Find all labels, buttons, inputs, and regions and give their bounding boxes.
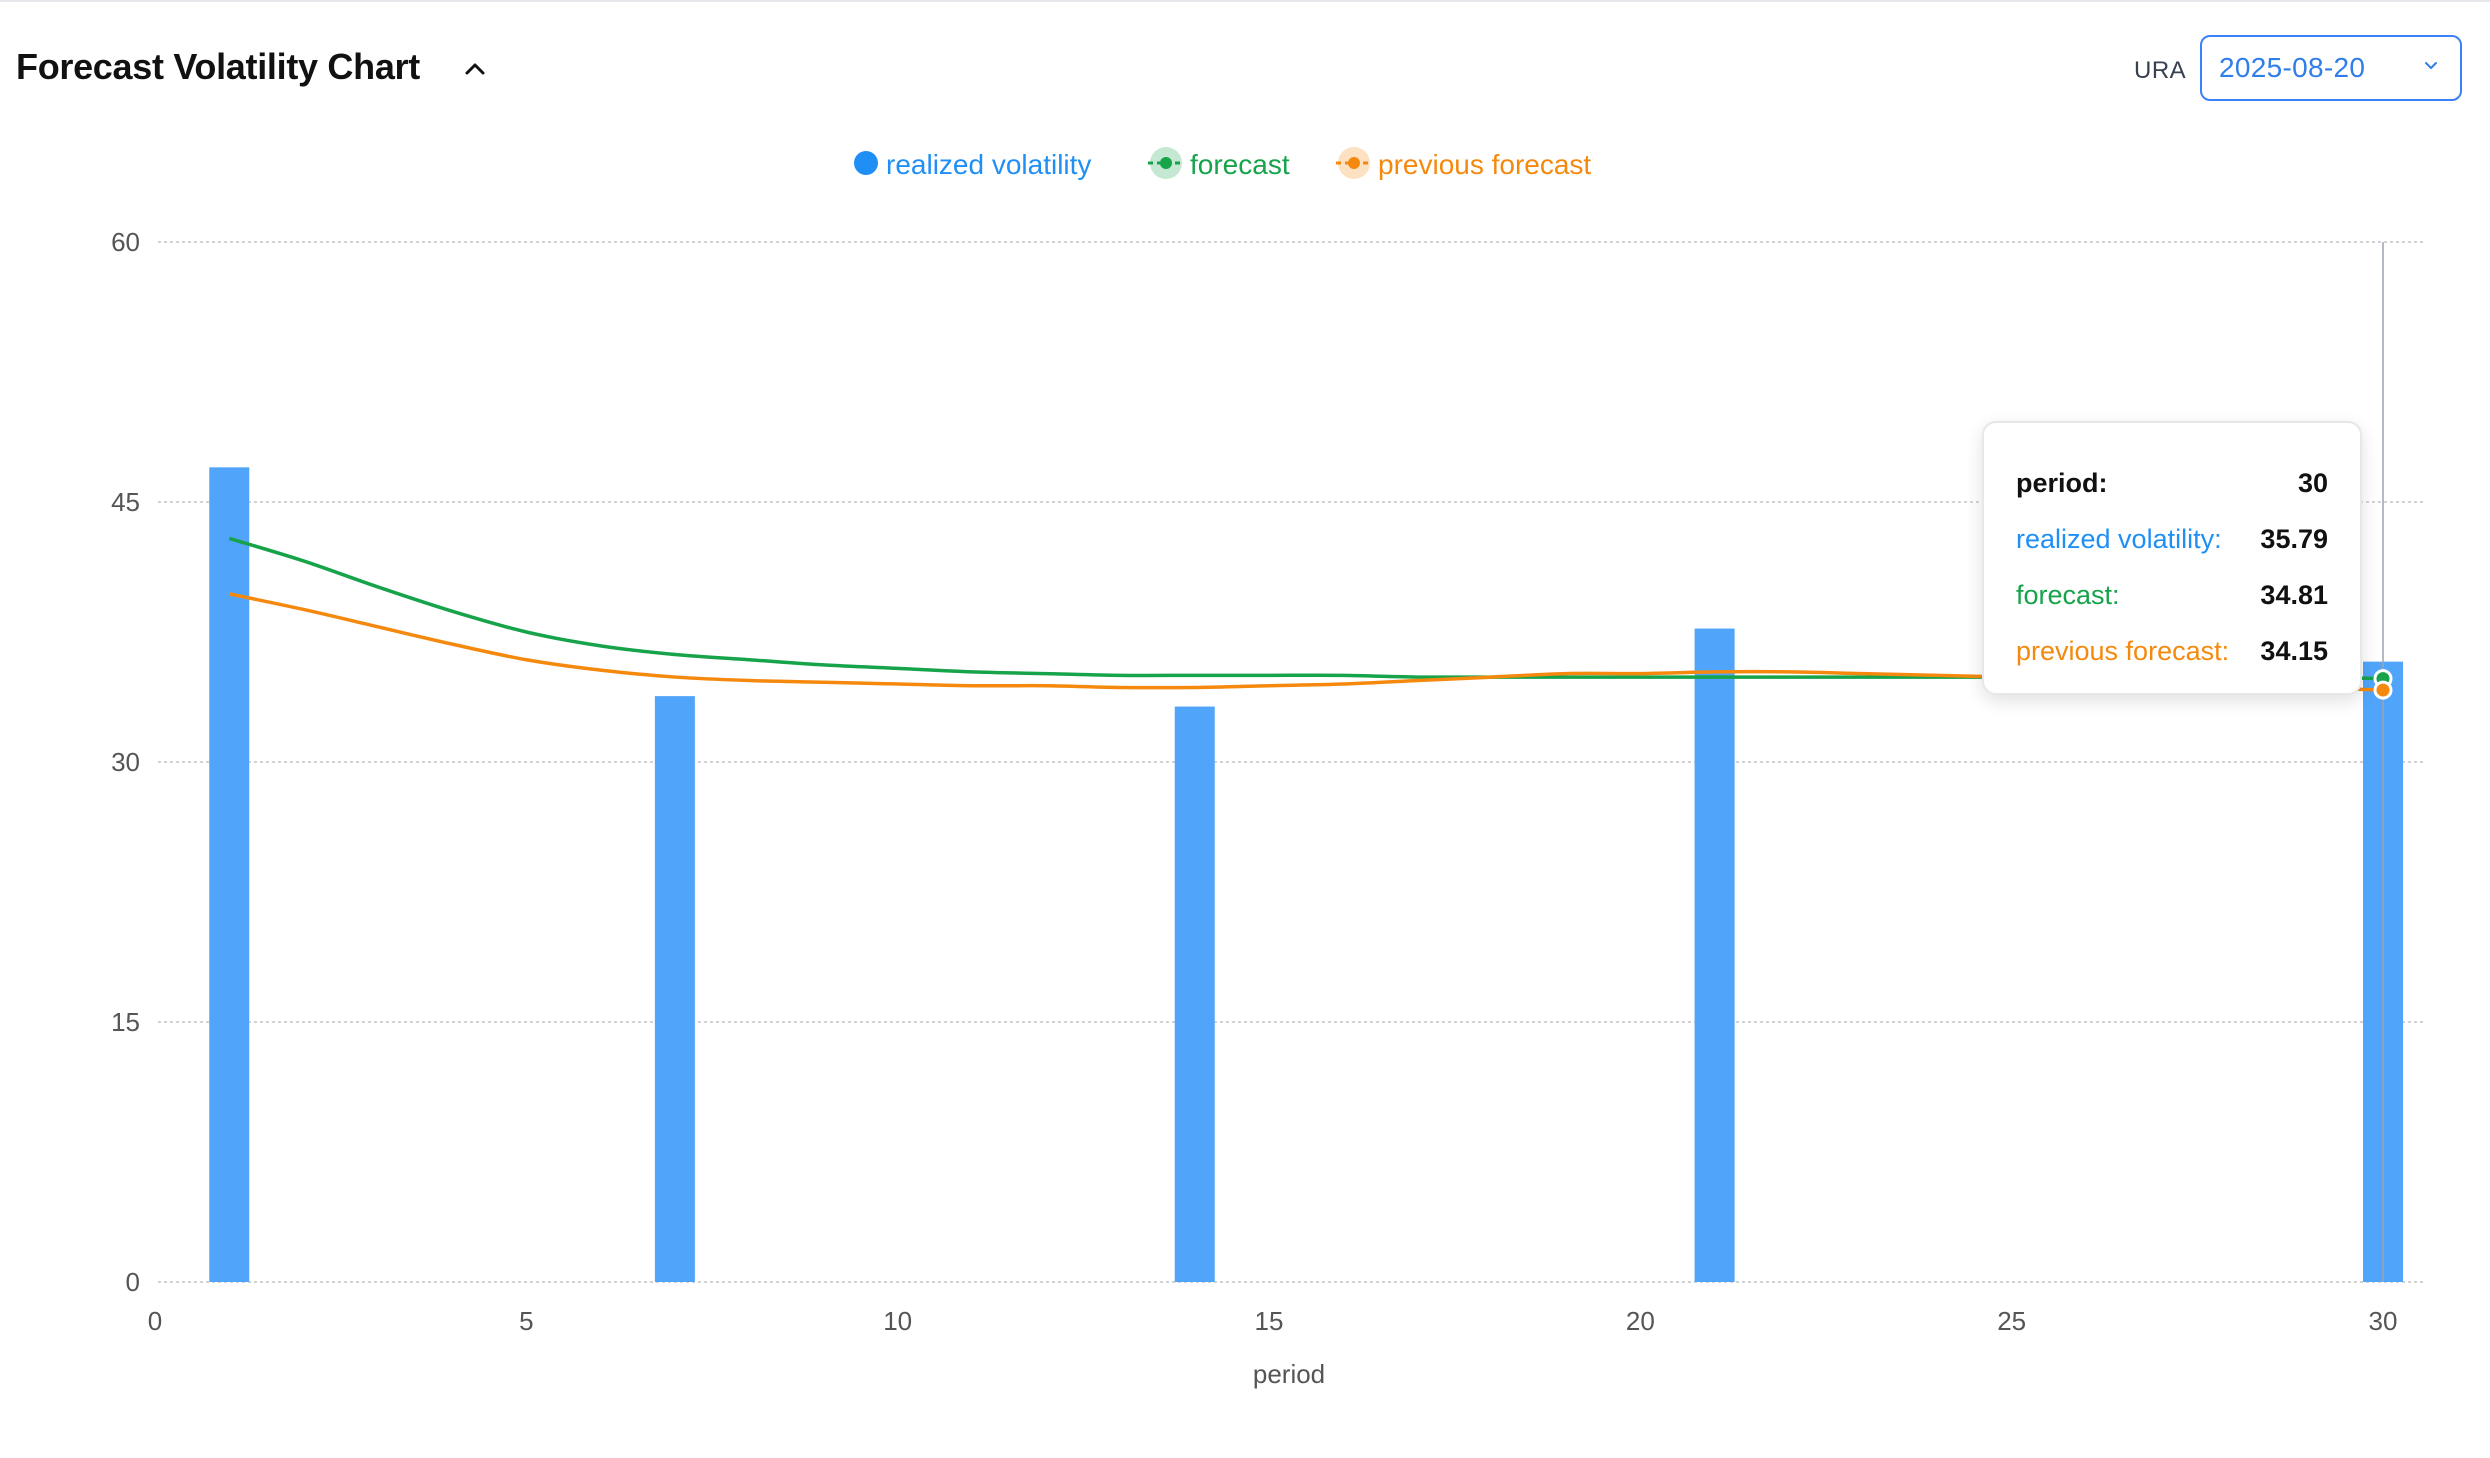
x-tick-label: 25 [1997,1306,2026,1336]
tooltip-row-previous: previous forecast: 34.15 [2016,623,2328,679]
tooltip-forecast-label: forecast: [2016,579,2120,610]
tooltip-period-value: 30 [2297,467,2328,498]
y-tick-label: 15 [111,1007,140,1037]
collapse-button[interactable] [458,52,492,86]
bar [209,467,250,1282]
hover-markers [2373,669,2393,700]
tooltip-row-forecast: forecast: 34.81 [2016,567,2328,623]
bar [1174,706,1215,1282]
x-tick-label: 15 [1255,1306,1284,1336]
x-tick-label: 30 [2369,1306,2398,1336]
x-tick-label: 10 [883,1306,912,1336]
y-tick-label: 30 [111,747,140,777]
ticker-label: URA [2134,57,2187,84]
legend-realized-marker [854,151,878,175]
chart-grid [158,241,2425,1283]
tooltip-period-label: period: [2016,467,2108,498]
chevron-up-icon [465,63,485,75]
previous-forecast-hover-dot [2373,680,2393,700]
x-tick-label: 20 [1626,1306,1655,1336]
tooltip-row-period: period: 30 [2016,455,2328,511]
tooltip-realized-value: 35.79 [2260,523,2328,554]
bar [654,696,695,1282]
x-axis: 0 5 10 15 20 25 30 [148,1306,2398,1336]
legend-previous-label: previous forecast [1378,149,1591,180]
legend-realized-label: realized volatility [886,149,1091,180]
legend-item-forecast[interactable]: forecast [1148,147,1290,180]
date-select-value: 2025-08-20 [2219,52,2366,83]
legend-item-previous-forecast[interactable]: previous forecast [1336,147,1591,180]
tooltip-forecast-value: 34.81 [2260,579,2328,610]
legend-forecast-marker [1160,157,1172,169]
chart-title: Forecast Volatility Chart [16,46,420,87]
y-tick-label: 0 [126,1267,140,1297]
y-tick-label: 45 [111,487,140,517]
x-tick-label: 0 [148,1306,162,1336]
bar [1694,628,1735,1282]
chart-tooltip: period: 30 realized volatility: 35.79 fo… [1982,421,2362,695]
y-tick-label: 60 [111,227,140,257]
chevron-down-icon [2425,62,2437,69]
y-axis: 0 15 30 45 60 [111,227,140,1297]
chart-legend: realized volatility forecast previous fo… [854,147,1591,180]
tooltip-previous-value: 34.15 [2260,635,2328,666]
tooltip-row-realized: realized volatility: 35.79 [2016,511,2328,567]
tooltip-previous-label: previous forecast: [2016,635,2230,666]
legend-previous-marker [1348,157,1360,169]
x-tick-label: 5 [519,1306,533,1336]
legend-item-realized[interactable]: realized volatility [854,149,1091,180]
legend-forecast-label: forecast [1190,149,1290,180]
date-select[interactable]: 2025-08-20 [2200,35,2462,101]
x-axis-title: period [1253,1359,1325,1389]
tooltip-realized-label: realized volatility: [2016,523,2222,554]
